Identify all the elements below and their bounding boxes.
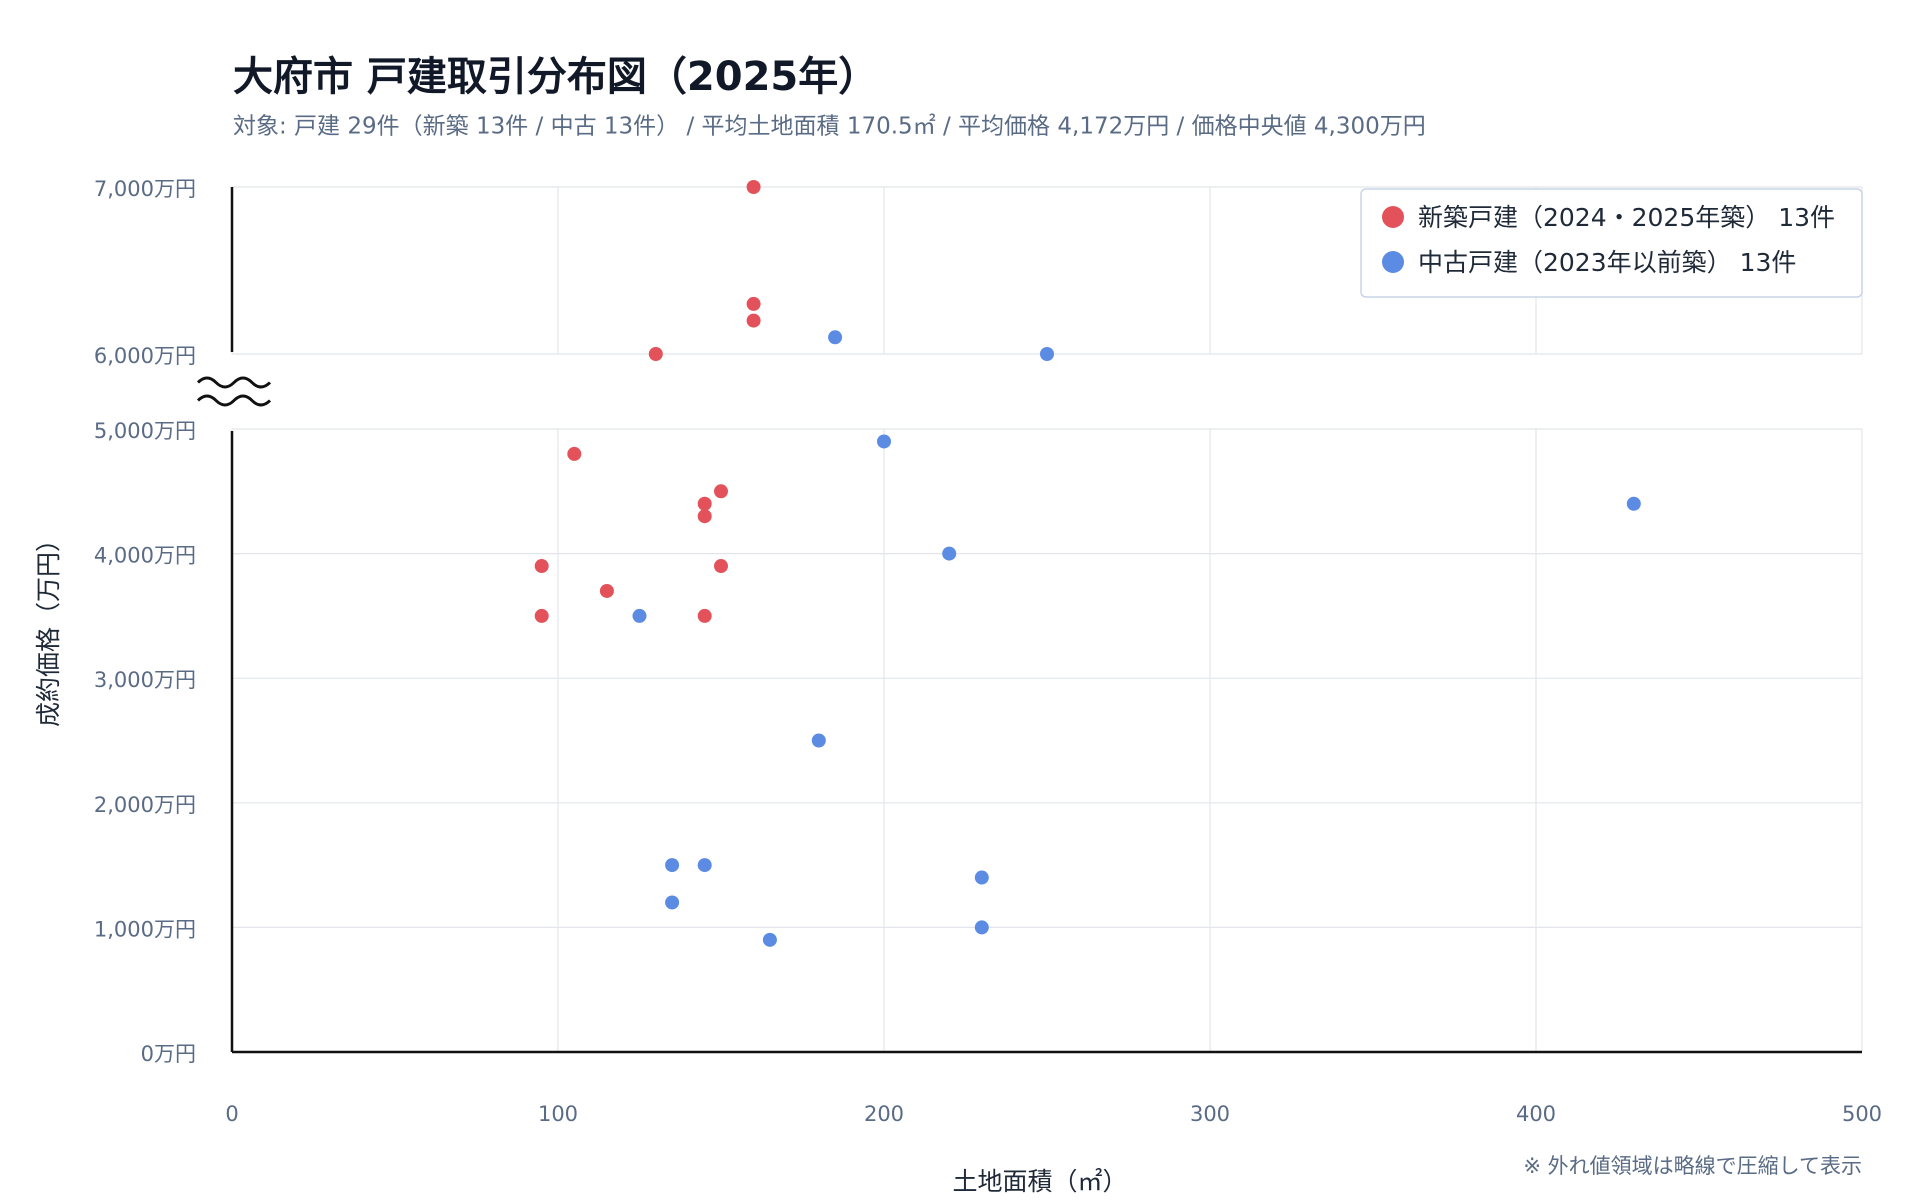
y-tick-label: 5,000万円	[94, 419, 196, 443]
legend-label: 新築戸建（2024・2025年築） 13件	[1418, 203, 1835, 232]
data-point	[665, 858, 680, 873]
x-tick-label: 400	[1516, 1102, 1556, 1126]
data-point	[665, 895, 680, 910]
legend-box	[1360, 188, 1863, 298]
data-point	[648, 347, 663, 361]
data-point	[1626, 496, 1641, 511]
y-tick-label: 1,000万円	[94, 917, 196, 941]
data-point	[534, 559, 549, 574]
data-point	[697, 858, 712, 873]
data-point	[1040, 347, 1054, 361]
y-tick-label: 2,000万円	[94, 793, 196, 817]
data-point	[697, 509, 712, 524]
y-axis-label: 成約価格（万円）	[34, 527, 63, 727]
x-tick-label: 200	[864, 1102, 904, 1126]
data-point	[746, 296, 761, 311]
axis-break	[196, 394, 272, 407]
y-tick-label: 4,000万円	[94, 544, 196, 568]
x-axis-label: 土地面積（㎡）	[952, 1167, 1127, 1196]
legend-label: 中古戸建（2023年以前築） 13件	[1418, 248, 1796, 277]
data-point	[762, 932, 777, 947]
x-tick-label: 500	[1842, 1102, 1882, 1126]
footnote: ※ 外れ値領域は略線で圧縮して表示	[1523, 1154, 1862, 1178]
y-tick-label: 3,000万円	[94, 668, 196, 692]
data-point	[746, 313, 761, 328]
x-tick-label: 300	[1190, 1102, 1230, 1126]
y-tick-label: 7,000万円	[94, 177, 196, 201]
data-point	[942, 546, 957, 561]
chart-subtitle: 対象: 戸建 29件（新築 13件 / 中古 13件） / 平均土地面積 170…	[233, 114, 1426, 140]
chart-title: 大府市 戸建取引分布図（2025年）	[233, 54, 878, 100]
data-point	[697, 608, 712, 623]
legend-marker	[1382, 251, 1404, 273]
data-point	[697, 496, 712, 511]
data-point	[714, 484, 728, 499]
data-point	[828, 330, 843, 345]
y-tick-label: 0万円	[141, 1042, 196, 1066]
data-point	[974, 870, 989, 885]
data-point	[811, 733, 826, 748]
data-point	[567, 446, 582, 461]
x-tick-label: 0	[225, 1102, 238, 1126]
data-point	[714, 559, 728, 574]
data-point	[974, 920, 989, 935]
data-point	[877, 434, 891, 449]
y-tick-label: 6,000万円	[94, 344, 196, 368]
legend-marker	[1382, 206, 1404, 228]
data-point	[746, 180, 761, 194]
axis-break	[196, 376, 272, 389]
data-point	[599, 583, 614, 598]
data-point	[534, 608, 549, 623]
data-point	[632, 608, 647, 623]
x-tick-label: 100	[538, 1102, 578, 1126]
